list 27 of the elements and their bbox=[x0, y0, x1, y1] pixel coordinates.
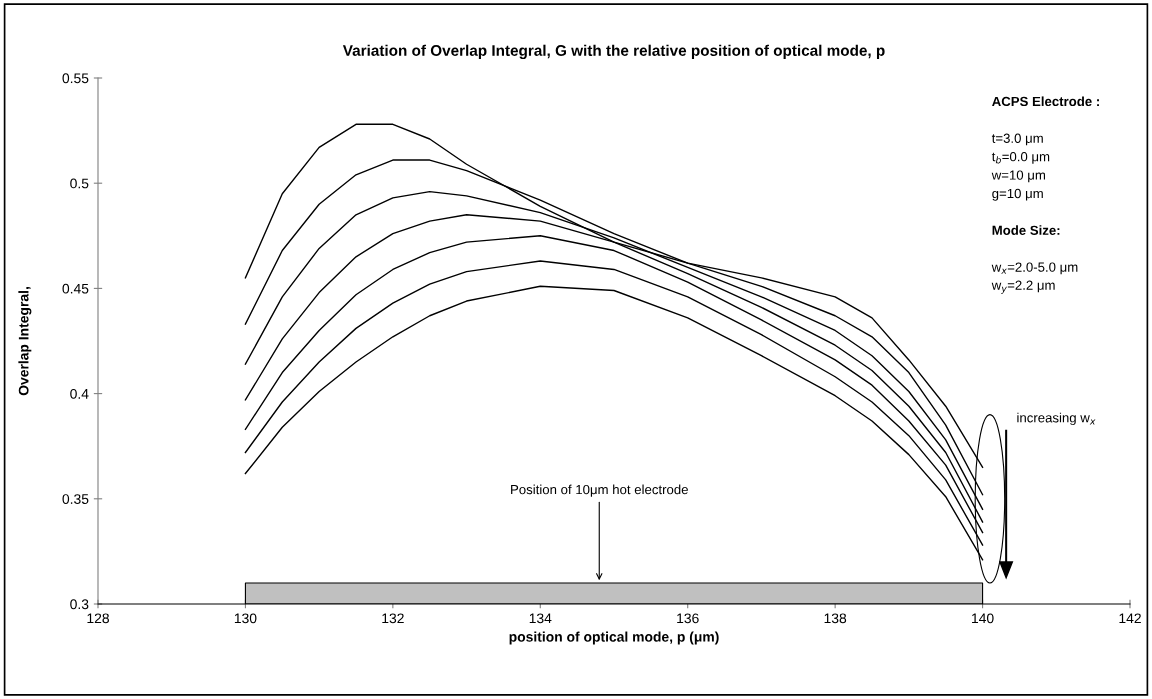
annotation: g=10 μm bbox=[992, 188, 1043, 201]
y-tick-label: 0.5 bbox=[70, 178, 89, 189]
annotation: w$_{x}$=2.0-5.0 μm bbox=[991, 262, 1078, 275]
annotation: ACPS Electrode : bbox=[992, 96, 1099, 107]
y-tick-label: 0.55 bbox=[62, 73, 89, 84]
y-tick-label: 0.3 bbox=[70, 599, 89, 610]
y-axis-title: Overlap Integral, bbox=[18, 287, 32, 396]
annotation: w$_{y}$=2.2 μm bbox=[991, 280, 1055, 294]
chart-title: Variation of Overlap Integral, G with the relative position of optical mode, p bbox=[342, 44, 885, 60]
x-tick-label: 138 bbox=[824, 613, 847, 624]
annotation: increasing w$_{x}$ bbox=[1017, 412, 1096, 426]
x-tick-label: 128 bbox=[87, 613, 109, 624]
x-axis-title: position of optical mode, p (μm) bbox=[509, 631, 719, 645]
annotation: t=3.0 μm bbox=[991, 133, 1043, 146]
x-tick-label: 140 bbox=[972, 613, 994, 624]
annotation: Mode Size: bbox=[992, 225, 1060, 235]
y-tick-label: 0.35 bbox=[62, 494, 89, 504]
y-tick-label: 0.45 bbox=[62, 283, 89, 294]
x-tick-label: 136 bbox=[677, 613, 699, 624]
x-tick-label: 132 bbox=[382, 613, 404, 624]
x-tick-label: 134 bbox=[529, 613, 552, 624]
x-tick-label: 142 bbox=[1119, 613, 1141, 624]
x-tick-label: 130 bbox=[234, 613, 257, 624]
annotation: Position of 10μm hot electrode bbox=[511, 484, 688, 497]
annotation: t$_{b}$=0.0 μm bbox=[991, 151, 1050, 164]
annotation: w=10 μm bbox=[991, 170, 1046, 183]
y-tick-label: 0.4 bbox=[70, 388, 89, 399]
